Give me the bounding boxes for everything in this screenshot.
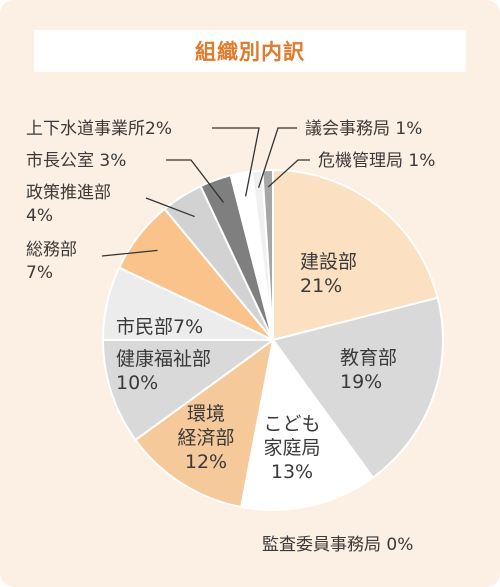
- callout-label: 総務部: [26, 240, 77, 260]
- slice-label: 環境: [187, 403, 225, 425]
- callout-label: 4%: [26, 206, 53, 226]
- callout-label: 議会事務局 1%: [305, 119, 422, 139]
- pie-slice: [272, 168, 439, 342]
- callout-label: 7%: [26, 263, 53, 283]
- slice-label: 建設部: [300, 251, 357, 273]
- slice-label: 健康福祉部: [116, 348, 211, 370]
- slice-label: 13%: [271, 461, 313, 483]
- slice-label: 教育部: [340, 347, 397, 369]
- chart-title: 組織別内訳: [195, 40, 305, 64]
- pie-slice: [101, 339, 277, 442]
- slice-label: 19%: [340, 371, 382, 393]
- slice-label: 家庭局: [263, 437, 320, 459]
- slice-label: 経済部: [177, 427, 234, 449]
- slice-label: こども: [263, 413, 320, 435]
- callout-label: 市長公室 3%: [26, 151, 126, 171]
- callout-label: 上下水道事業所2%: [26, 119, 172, 139]
- title-box: 組織別内訳: [34, 30, 466, 72]
- pie-slice: [261, 168, 274, 341]
- leader-line: [257, 127, 297, 188]
- leader-line: [166, 159, 224, 203]
- leader-line: [212, 127, 260, 197]
- slice-label: 21%: [300, 275, 342, 297]
- leader-line: [267, 159, 310, 188]
- slice-label: 10%: [116, 372, 158, 394]
- callout-label: 政策推進部: [26, 183, 111, 203]
- pie-slice: [134, 337, 275, 509]
- leader-line: [101, 249, 158, 257]
- pie-slice: [271, 296, 444, 479]
- pie-slice: [239, 337, 375, 511]
- callout-label: 監査委員事務局 0%: [262, 535, 413, 555]
- leader-line: [145, 197, 195, 218]
- callout-label: 危機管理局 1%: [318, 151, 435, 171]
- slice-label: 市民部7%: [116, 316, 203, 338]
- slice-label: 12%: [185, 451, 227, 473]
